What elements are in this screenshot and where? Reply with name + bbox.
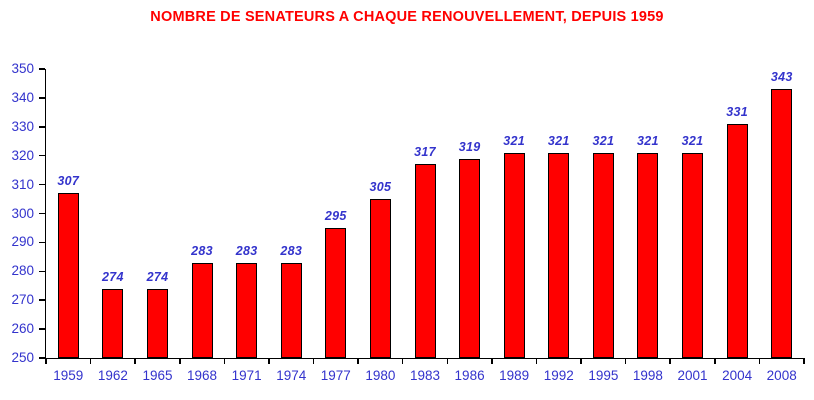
x-axis-tick xyxy=(268,358,270,364)
x-axis-tick xyxy=(580,358,582,364)
x-axis-tick xyxy=(491,358,493,364)
bar-value-label: 283 xyxy=(191,243,213,258)
bar xyxy=(592,152,614,358)
y-axis-tick xyxy=(38,154,45,157)
bar-value-label: 283 xyxy=(280,243,303,258)
bar xyxy=(503,152,525,358)
bar xyxy=(325,227,347,358)
bar xyxy=(236,262,258,358)
bar xyxy=(57,193,79,358)
x-axis-tick xyxy=(624,358,627,364)
y-axis-tick xyxy=(38,126,45,128)
y-axis-tick xyxy=(38,299,45,301)
x-tick-label: 1971 xyxy=(231,368,262,383)
bar-value-label: 295 xyxy=(324,208,347,223)
y-tick-label: 340 xyxy=(11,89,34,105)
y-tick-label: 290 xyxy=(11,234,34,250)
x-axis-tick xyxy=(223,358,226,364)
x-axis-tick xyxy=(758,358,761,364)
y-tick-label: 320 xyxy=(11,147,34,163)
x-tick-label: 1983 xyxy=(409,368,441,383)
y-tick-label: 350 xyxy=(11,61,34,76)
y-tick-label: 250 xyxy=(11,350,34,365)
y-axis-tick xyxy=(38,183,45,186)
y-axis-tick xyxy=(38,68,45,70)
bar-value-label: 321 xyxy=(592,133,615,148)
x-axis-tick xyxy=(312,358,315,364)
bar-value-label: 283 xyxy=(235,243,258,258)
x-tick-label: 1980 xyxy=(365,368,396,383)
x-tick-label: 1995 xyxy=(588,368,619,383)
x-tick-label: 1974 xyxy=(276,368,307,383)
x-axis-tick xyxy=(134,358,136,364)
y-axis-tick xyxy=(38,97,45,99)
bar xyxy=(771,89,793,358)
bar-value-label: 317 xyxy=(414,145,436,160)
bar xyxy=(726,123,748,358)
bar xyxy=(146,288,168,358)
bar xyxy=(459,158,481,358)
x-tick-label: 2008 xyxy=(766,368,797,383)
x-tick-label: 1986 xyxy=(454,368,485,383)
x-axis-tick xyxy=(669,358,671,364)
y-axis-tick xyxy=(38,357,45,359)
bar xyxy=(191,262,213,358)
x-axis-tick xyxy=(179,358,181,364)
x-tick-label: 2004 xyxy=(722,368,753,383)
bar-value-label: 307 xyxy=(57,174,80,189)
bar xyxy=(102,288,124,358)
x-tick-label: 1989 xyxy=(499,368,530,383)
x-axis-tick xyxy=(401,358,404,364)
bar xyxy=(548,152,570,358)
bar-value-label: 274 xyxy=(101,269,124,284)
y-tick-label: 260 xyxy=(11,321,34,337)
x-axis-tick xyxy=(89,358,92,364)
bar-value-label: 343 xyxy=(770,70,793,85)
plot-area: 250 260 270 280 290 300 310 320 330 340 350 307 1959… xyxy=(11,61,805,383)
bar-value-label: 305 xyxy=(369,180,392,195)
x-axis-tick xyxy=(357,358,359,364)
y-tick-label: 330 xyxy=(11,118,34,134)
x-tick-label: 1998 xyxy=(632,368,663,383)
x-axis-tick xyxy=(803,358,805,364)
x-tick-label: 1992 xyxy=(543,368,574,383)
bar xyxy=(414,164,436,358)
bar-value-label: 321 xyxy=(637,133,659,148)
bar xyxy=(637,152,659,358)
bar-value-label: 321 xyxy=(547,133,570,148)
bar-value-label: 321 xyxy=(503,133,526,148)
bar-value-label: 331 xyxy=(726,104,748,119)
x-axis-tick xyxy=(714,358,716,364)
bar-value-label: 319 xyxy=(458,139,481,154)
x-tick-label: 2001 xyxy=(677,368,708,383)
x-tick-label: 1965 xyxy=(142,368,173,383)
x-tick-label: 1968 xyxy=(187,368,218,383)
x-tick-label: 1959 xyxy=(53,368,84,383)
y-tick-label: 310 xyxy=(11,176,34,192)
bar-value-label: 274 xyxy=(146,269,169,284)
x-tick-label: 1962 xyxy=(97,368,128,383)
chart-title: NOMBRE DE SENATEURS A CHAQUE RENOUVELLEM… xyxy=(150,9,664,25)
x-axis-tick xyxy=(535,358,538,364)
y-tick-label: 280 xyxy=(11,263,34,279)
bar-value-label: 321 xyxy=(681,133,704,148)
y-tick-label: 270 xyxy=(11,292,34,308)
y-tick-label: 300 xyxy=(11,205,34,221)
y-axis-tick xyxy=(38,241,45,244)
bar xyxy=(682,152,704,358)
y-axis-tick xyxy=(38,212,45,215)
x-tick-label: 1977 xyxy=(320,368,351,383)
x-axis-tick xyxy=(446,358,449,364)
bar xyxy=(280,262,302,358)
x-axis-tick xyxy=(45,358,47,364)
bar xyxy=(369,199,391,358)
y-axis-tick xyxy=(38,270,45,273)
y-axis-tick xyxy=(38,328,45,330)
